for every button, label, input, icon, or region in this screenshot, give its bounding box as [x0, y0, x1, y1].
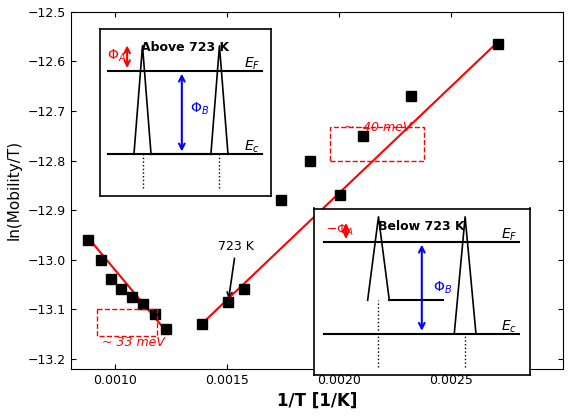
- Text: $\Phi_B$: $\Phi_B$: [190, 100, 210, 117]
- Text: $\Phi_A$: $\Phi_A$: [107, 47, 127, 64]
- Y-axis label: ln(Mobility/T): ln(Mobility/T): [7, 140, 22, 240]
- Text: $E_c$: $E_c$: [245, 139, 260, 156]
- Text: 723 K: 723 K: [218, 240, 254, 297]
- Text: $-\Phi_A$: $-\Phi_A$: [327, 223, 355, 238]
- Text: Below 723 K: Below 723 K: [378, 220, 465, 233]
- Text: ~ 33 meV: ~ 33 meV: [102, 337, 165, 349]
- Text: $E_c$: $E_c$: [501, 318, 517, 335]
- X-axis label: 1/T [1/K]: 1/T [1/K]: [276, 392, 357, 410]
- Text: $E_F$: $E_F$: [244, 55, 260, 72]
- Text: ~ -40 meV: ~ -40 meV: [344, 121, 411, 134]
- Text: Above 723 K: Above 723 K: [141, 41, 229, 54]
- Text: $\Phi_B$: $\Phi_B$: [433, 280, 452, 296]
- Text: $E_F$: $E_F$: [500, 226, 517, 243]
